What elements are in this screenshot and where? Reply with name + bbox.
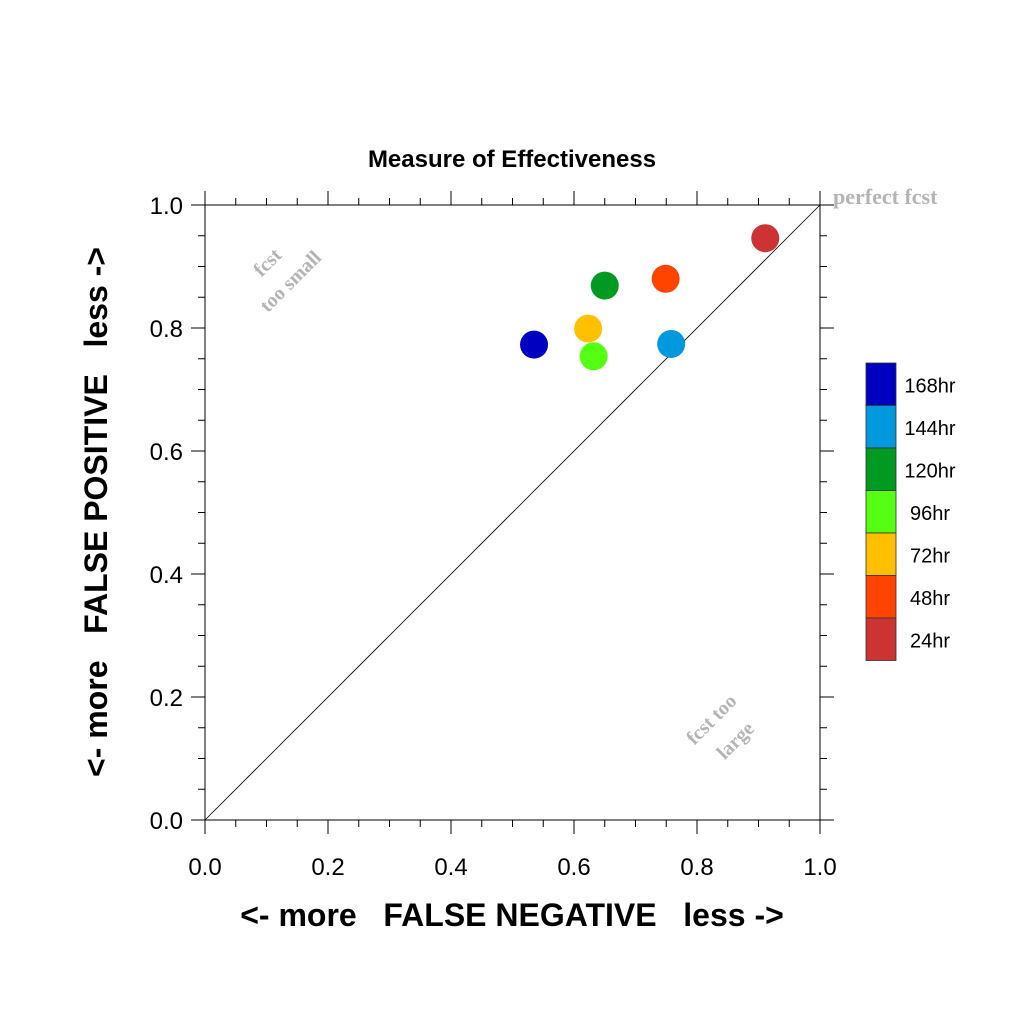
y-tick-label: 0.4 xyxy=(150,562,183,589)
y-tick-label: 1.0 xyxy=(150,193,183,220)
x-axis-label: <- more FALSE NEGATIVE less -> xyxy=(240,897,784,933)
legend-label-144hr: 144hr xyxy=(904,418,955,440)
data-point-72hr xyxy=(574,314,603,343)
y-axis-label: <- more FALSE POSITIVE less -> xyxy=(78,247,114,777)
legend-swatch-144hr xyxy=(865,405,897,449)
legend-label-168hr: 168hr xyxy=(904,375,955,397)
y-tick-label: 0.2 xyxy=(150,685,183,712)
legend-label-48hr: 48hr xyxy=(910,588,950,610)
legend-label-24hr: 24hr xyxy=(910,630,950,652)
legend-swatch-96hr xyxy=(865,490,897,534)
data-points xyxy=(520,224,780,371)
legend-label-120hr: 120hr xyxy=(904,460,955,482)
data-point-168hr xyxy=(520,330,549,359)
x-tick-label: 0.4 xyxy=(434,854,467,881)
x-tick-label: 0.8 xyxy=(680,854,713,881)
y-tick-label: 0.0 xyxy=(150,808,183,835)
perfect-fcst-annotation: perfect fcst xyxy=(833,184,938,209)
chart-title: Measure of Effectiveness xyxy=(368,146,656,173)
data-point-48hr xyxy=(651,264,680,293)
x-tick-label: 0.2 xyxy=(311,854,344,881)
legend-swatch-168hr xyxy=(865,362,897,406)
x-tick-label: 0.6 xyxy=(557,854,590,881)
data-point-96hr xyxy=(579,342,608,371)
x-tick-label: 0.0 xyxy=(188,854,221,881)
legend: 168hr 144hr 120hr 96hr 72hr 48hr 24hr xyxy=(865,362,956,661)
legend-label-96hr: 96hr xyxy=(910,503,950,525)
x-tick-label: 1.0 xyxy=(803,854,836,881)
data-point-144hr xyxy=(657,329,686,358)
data-point-120hr xyxy=(590,271,619,300)
data-point-24hr xyxy=(751,224,780,253)
legend-swatch-24hr xyxy=(865,617,897,661)
legend-label-72hr: 72hr xyxy=(910,545,950,567)
y-tick-label: 0.6 xyxy=(150,439,183,466)
legend-swatch-72hr xyxy=(865,532,897,576)
perfect-forecast-line xyxy=(204,204,821,821)
axes: 0.0 0.2 0.4 0.6 0.8 1.0 0.0 0.2 0.4 0.6 0.8 1.0 xyxy=(150,191,837,881)
y-tick-label: 0.8 xyxy=(150,316,183,343)
legend-swatch-120hr xyxy=(865,447,897,491)
legend-swatch-48hr xyxy=(865,575,897,619)
